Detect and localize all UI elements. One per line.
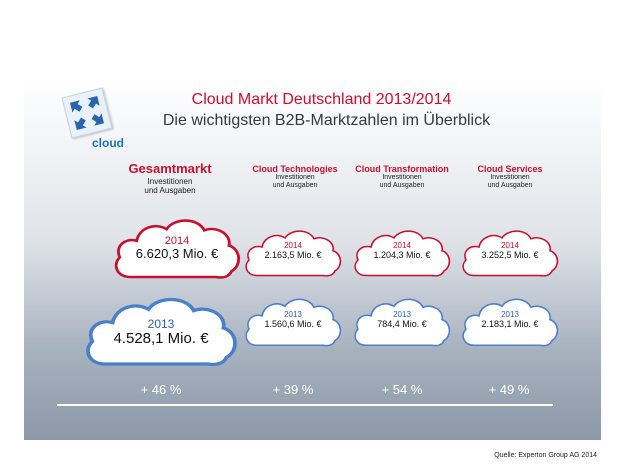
- column-sub2: und Ausgaben: [487, 182, 533, 190]
- value-label: 2.163,5 Mio. €: [264, 249, 322, 260]
- cloud-2014-cloud-transformation: 2014 1.204,3 Mio. €: [352, 226, 452, 281]
- column-header-cloud-transformation: Cloud Transformation Investitionen und A…: [347, 164, 457, 190]
- cloud-2014-cloud-services: 2014 3.252,5 Mio. €: [460, 226, 560, 281]
- logo-text: cloud: [92, 136, 124, 150]
- value-label: 3.252,5 Mio. €: [481, 249, 539, 260]
- column-name: Gesamtmarkt: [128, 161, 212, 176]
- column-sub1: Investitionen: [490, 174, 530, 182]
- source-note: Quelle: Experton Group AG 2014: [494, 452, 597, 459]
- column-sub1: Investitionen: [382, 174, 422, 182]
- growth-cloud-services: + 49 %: [488, 382, 530, 397]
- value-label: 6.620,3 Mio. €: [135, 246, 219, 262]
- growth-gesamtmarkt: + 46 %: [140, 382, 182, 397]
- year-label: 2014: [284, 241, 302, 250]
- cloud-logo: [61, 87, 113, 139]
- column-sub2: und Ausgaben: [379, 182, 425, 190]
- year-label: 2014: [393, 241, 411, 250]
- year-label: 2013: [147, 317, 175, 331]
- column-sub1: Investitionen: [275, 174, 315, 182]
- year-label: 2013: [393, 310, 411, 319]
- growth-cloud-transformation: + 54 %: [381, 382, 423, 397]
- column-header-cloud-services: Cloud Services Investitionen und Ausgabe…: [460, 164, 560, 190]
- column-name: Cloud Transformation: [355, 164, 449, 174]
- column-name: Cloud Services: [477, 164, 543, 174]
- cloud-2013-cloud-transformation: 2013 784,4 Mio. €: [352, 294, 452, 351]
- growth-cloud-technologies: + 39 %: [272, 382, 314, 397]
- column-sub2: und Ausgaben: [272, 182, 318, 190]
- cloud-2013-gesamtmarkt: 2013 4.528,1 Mio. €: [83, 292, 239, 372]
- value-label: 784,4 Mio. €: [377, 318, 427, 329]
- year-label: 2013: [501, 310, 519, 319]
- column-sub1: Investitionen: [147, 176, 193, 186]
- cloud-2014-gesamtmarkt: 2014 6.620,3 Mio. €: [112, 214, 242, 284]
- year-label: 2013: [284, 310, 302, 319]
- column-name: Cloud Technologies: [252, 164, 338, 174]
- value-label: 1.560,6 Mio. €: [264, 318, 322, 329]
- cloud-2013-cloud-services: 2013 2.183,1 Mio. €: [460, 294, 560, 351]
- divider-line: [57, 404, 553, 406]
- value-label: 4.528,1 Mio. €: [113, 330, 209, 348]
- column-sub2: und Ausgaben: [144, 186, 196, 196]
- page-title: Cloud Markt Deutschland 2013/2014: [191, 91, 452, 108]
- year-label: 2014: [501, 241, 519, 250]
- column-header-cloud-technologies: Cloud Technologies Investitionen und Aus…: [243, 164, 347, 190]
- cloud-2014-cloud-technologies: 2014 2.163,5 Mio. €: [243, 226, 343, 281]
- cloud-2013-cloud-technologies: 2013 1.560,6 Mio. €: [243, 294, 343, 351]
- arrows-converging-icon: [70, 96, 104, 130]
- year-label: 2014: [164, 235, 190, 247]
- value-label: 1.204,3 Mio. €: [373, 249, 431, 260]
- page-subtitle: Die wichtigsten B2B-Marktzahlen im Überb…: [162, 112, 491, 129]
- column-header-gesamtmarkt: Gesamtmarkt Investitionen und Ausgaben: [115, 161, 225, 196]
- value-label: 2.183,1 Mio. €: [481, 318, 539, 329]
